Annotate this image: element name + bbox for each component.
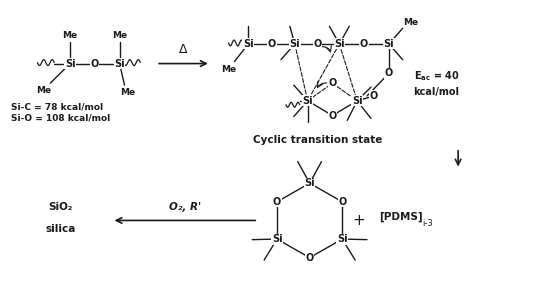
Text: Si-O = 108 kcal/mol: Si-O = 108 kcal/mol — [10, 114, 110, 123]
Text: Si-C = 78 kcal/mol: Si-C = 78 kcal/mol — [10, 103, 103, 112]
Text: Si: Si — [114, 59, 125, 68]
Text: O: O — [305, 253, 314, 263]
Text: O: O — [360, 39, 368, 49]
Text: Me: Me — [112, 31, 127, 40]
Text: Si: Si — [384, 39, 394, 49]
Text: O: O — [338, 197, 346, 207]
Text: Cyclic transition state: Cyclic transition state — [253, 135, 382, 145]
Text: Si: Si — [352, 96, 362, 106]
Text: Si: Si — [65, 59, 75, 68]
Text: Si: Si — [302, 96, 313, 106]
Text: Δ: Δ — [178, 43, 187, 56]
Text: Si: Si — [243, 39, 254, 49]
Text: Si: Si — [272, 234, 282, 244]
Text: Si: Si — [289, 39, 300, 49]
Text: O: O — [91, 59, 99, 68]
Text: Si: Si — [334, 39, 345, 49]
Text: Me: Me — [403, 18, 418, 27]
Text: O: O — [268, 39, 276, 49]
Text: Me: Me — [221, 65, 236, 74]
Text: O: O — [370, 91, 378, 101]
Text: O: O — [328, 110, 337, 120]
Text: Si: Si — [337, 234, 348, 244]
Text: +: + — [353, 213, 366, 228]
Text: Si: Si — [304, 178, 315, 188]
Text: silica: silica — [45, 224, 75, 234]
Text: [PDMS]: [PDMS] — [379, 211, 423, 222]
Text: O: O — [385, 68, 393, 78]
Text: O: O — [313, 39, 322, 49]
Text: i-3: i-3 — [423, 219, 433, 228]
Text: Me: Me — [120, 89, 135, 97]
Text: O: O — [273, 197, 281, 207]
Text: Me: Me — [63, 31, 77, 40]
Text: Me: Me — [36, 85, 51, 95]
Text: O₂, R': O₂, R' — [169, 202, 201, 212]
Text: SiO₂: SiO₂ — [48, 202, 72, 212]
Text: $\mathbf{E_{ac}}$ = 40
kcal/mol: $\mathbf{E_{ac}}$ = 40 kcal/mol — [413, 69, 460, 97]
Text: O: O — [328, 78, 337, 88]
